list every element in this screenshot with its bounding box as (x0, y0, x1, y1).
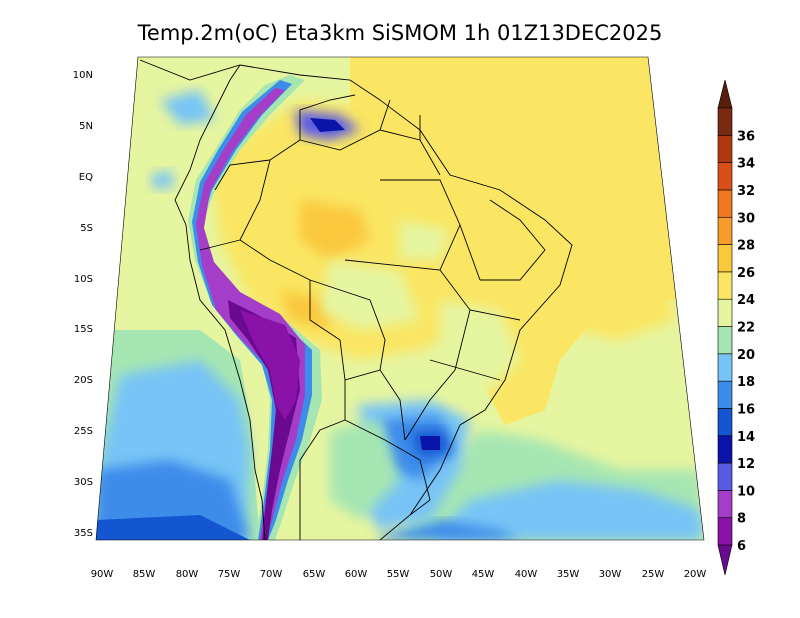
country-boundaries (139, 59, 573, 540)
lon-label: 45W (472, 569, 495, 580)
lat-label: 30S (74, 477, 93, 488)
colorbar-label: 8 (737, 512, 746, 527)
colorbar-over-triangle (717, 79, 733, 109)
colorbar-label: 22 (737, 321, 755, 336)
colorbar-swatch (717, 353, 733, 382)
colorbar-label: 26 (737, 266, 755, 281)
colorbar-label: 28 (737, 239, 755, 254)
colorbar-swatch (717, 408, 733, 437)
colorbar-swatch (717, 271, 733, 300)
colorbar-swatch (717, 135, 733, 163)
colorbar-label: 36 (737, 129, 755, 144)
lon-label: 25W (642, 569, 665, 580)
colorbar-label: 18 (737, 375, 755, 390)
colorbar-swatch (717, 490, 733, 518)
lon-label: 85W (133, 569, 156, 580)
colorbar-swatch (717, 462, 733, 491)
colorbar-label: 10 (737, 484, 755, 499)
lat-label: 35S (74, 528, 93, 539)
lat-label: 10S (74, 274, 93, 285)
colorbar-swatch (717, 244, 733, 273)
longitude-labels: 90W 85W 80W 75W 70W 65W 60W 55W 50W 45W … (91, 569, 707, 580)
colorbar-label: 20 (737, 348, 755, 363)
lon-label: 90W (91, 569, 114, 580)
lon-label: 65W (303, 569, 326, 580)
colorbar-label: 34 (737, 157, 755, 172)
colorbar-label: 14 (737, 430, 755, 445)
lon-label: 40W (515, 569, 538, 580)
colorbar-swatch (717, 216, 733, 245)
latitude-labels: 10N 5N EQ 5S 10S 15S 20S 25S 30S 35S (73, 70, 93, 539)
colorbar-swatch (717, 298, 733, 327)
lon-label: 70W (260, 569, 283, 580)
lat-label: 5S (80, 223, 93, 234)
lat-label: 10N (73, 70, 93, 81)
lat-label: 5N (79, 121, 93, 132)
colorbar-swatch (717, 517, 733, 546)
colorbar: 6 8 10 12 14 16 18 20 22 24 26 28 30 32 34 36 (717, 79, 755, 576)
colorbar-under-triangle (717, 544, 733, 576)
colorbar-label: 32 (737, 184, 755, 199)
temperature-field (96, 57, 704, 540)
lon-label: 20W (684, 569, 707, 580)
lat-label: 25S (74, 426, 93, 437)
colorbar-label: 12 (737, 457, 755, 472)
colorbar-swatch (717, 189, 733, 218)
colorbar-swatch (717, 435, 733, 464)
lon-label: 60W (345, 569, 368, 580)
colorbar-label: 24 (737, 293, 755, 308)
lon-label: 30W (599, 569, 622, 580)
colorbar-swatch (717, 107, 733, 136)
lon-label: 35W (557, 569, 580, 580)
colorbar-label: 30 (737, 211, 755, 226)
lon-label: 55W (387, 569, 410, 580)
colorbar-swatch (717, 162, 733, 191)
map-title: Temp.2m(oC) Eta3km SiSMOM 1h 01Z13DEC202… (137, 21, 663, 45)
lat-label: EQ (79, 172, 93, 183)
lon-label: 80W (176, 569, 199, 580)
lon-label: 75W (218, 569, 241, 580)
lat-label: 20S (74, 375, 93, 386)
lat-label: 15S (74, 324, 93, 335)
colorbar-label: 6 (737, 539, 746, 554)
lon-label: 50W (430, 569, 453, 580)
map-domain-outline (95, 56, 705, 541)
colorbar-swatch (717, 380, 733, 409)
colorbar-label: 16 (737, 402, 755, 417)
colorbar-swatch (717, 326, 733, 355)
